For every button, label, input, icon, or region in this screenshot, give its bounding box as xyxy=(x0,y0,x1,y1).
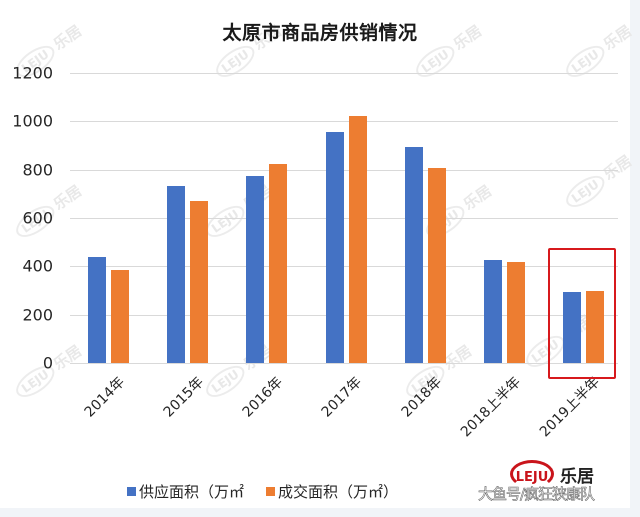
overlay-caption: 大鱼号/疯狂狭康队 xyxy=(478,485,596,504)
highlight-box-2019h1 xyxy=(548,248,616,379)
legend-label-sales: 成交面积（万㎡） xyxy=(278,483,399,501)
bar-supply-0[interactable] xyxy=(88,257,106,363)
page-bottom-strip xyxy=(0,508,640,517)
gridline-1000 xyxy=(70,121,618,122)
legend-item-supply[interactable]: 供应面积（万㎡ xyxy=(127,481,244,502)
legend-swatch-supply xyxy=(127,487,136,496)
x-tick-label-6: 2019上半年 xyxy=(536,374,604,441)
x-tick-label-2: 2016年 xyxy=(239,374,287,421)
y-tick-label-1200: 1200 xyxy=(12,63,53,83)
bar-sales-4[interactable] xyxy=(427,167,446,363)
bar-supply-3[interactable] xyxy=(325,131,344,363)
bar-sales-5[interactable] xyxy=(507,261,525,363)
bar-supply-5[interactable] xyxy=(484,259,502,363)
bar-supply-2[interactable] xyxy=(246,175,265,363)
y-tick-label-800: 800 xyxy=(22,160,53,180)
legend-label-supply: 供应面积（万㎡ xyxy=(139,483,245,501)
x-tick-label-1: 2015年 xyxy=(160,374,208,421)
y-tick-label-400: 400 xyxy=(22,256,53,276)
leju-logo-icon: LEJU xyxy=(510,460,554,488)
gridline-1200 xyxy=(70,73,618,74)
bar-sales-3[interactable] xyxy=(348,116,367,363)
bar-sales-2[interactable] xyxy=(269,163,288,363)
bar-sales-6[interactable] xyxy=(586,291,605,363)
x-tick-label-0: 2014年 xyxy=(81,374,128,421)
gridline-200 xyxy=(70,315,618,316)
bar-supply-1[interactable] xyxy=(167,185,186,363)
bar-sales-1[interactable] xyxy=(190,200,209,363)
page-edge-strip xyxy=(630,0,640,517)
y-tick-label-600: 600 xyxy=(22,208,53,228)
chart-legend: 供应面积（万㎡ 成交面积（万㎡） xyxy=(127,481,420,502)
x-tick-label-3: 2017年 xyxy=(319,374,366,421)
bar-supply-6[interactable] xyxy=(563,292,582,363)
chart-title: 太原市商品房供销情况 xyxy=(222,22,418,44)
x-tick-label-4: 2018年 xyxy=(398,374,445,421)
legend-swatch-sales xyxy=(266,487,276,496)
legend-item-sales[interactable]: 成交面积（万㎡） xyxy=(266,481,398,502)
gridline-400 xyxy=(70,266,618,267)
brand-name: 乐居 xyxy=(560,466,594,487)
y-tick-label-1000: 1000 xyxy=(12,111,53,131)
gridline-800 xyxy=(70,170,618,171)
gridline-0 xyxy=(70,363,618,364)
gridline-600 xyxy=(70,218,618,219)
bar-sales-0[interactable] xyxy=(111,270,129,363)
brand-logo-block: LEJU 乐居 xyxy=(510,460,594,488)
y-tick-label-200: 200 xyxy=(22,305,53,325)
y-tick-label-0: 0 xyxy=(42,353,53,373)
x-tick-label-5: 2018上半年 xyxy=(457,374,524,441)
bar-supply-4[interactable] xyxy=(404,146,423,363)
